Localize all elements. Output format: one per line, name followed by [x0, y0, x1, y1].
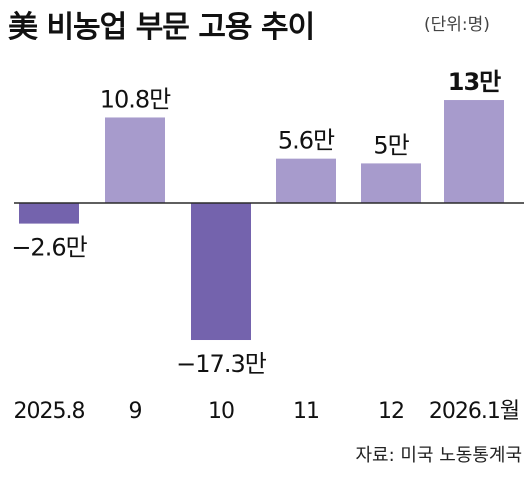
bar-1	[105, 117, 165, 203]
tick-label-2: 10	[208, 399, 234, 424]
data-label-3: 5.6만	[278, 127, 335, 155]
data-label-1: 10.8만	[100, 85, 171, 113]
source-note: 자료: 미국 노동통계국	[355, 445, 522, 466]
unit-label: (단위:명)	[424, 15, 490, 35]
tick-label-0: 2025.8	[14, 399, 85, 424]
tick-label-1: 9	[129, 399, 142, 424]
tick-label-3: 11	[293, 399, 319, 424]
tick-label-5: 2026.1월	[429, 399, 519, 424]
data-label-5: 13만	[448, 68, 501, 96]
tick-label-4: 12	[378, 399, 404, 424]
bar-3	[276, 158, 336, 203]
bar-4	[361, 163, 421, 203]
data-label-4: 5만	[373, 131, 409, 159]
data-label-2: −17.3만	[176, 350, 267, 378]
bar-5	[444, 100, 504, 203]
bar-0	[19, 203, 79, 224]
bar-2	[191, 203, 251, 341]
chart-title: 美 비농업 부문 고용 추이	[8, 10, 315, 45]
data-label-0: −2.6만	[11, 234, 87, 262]
